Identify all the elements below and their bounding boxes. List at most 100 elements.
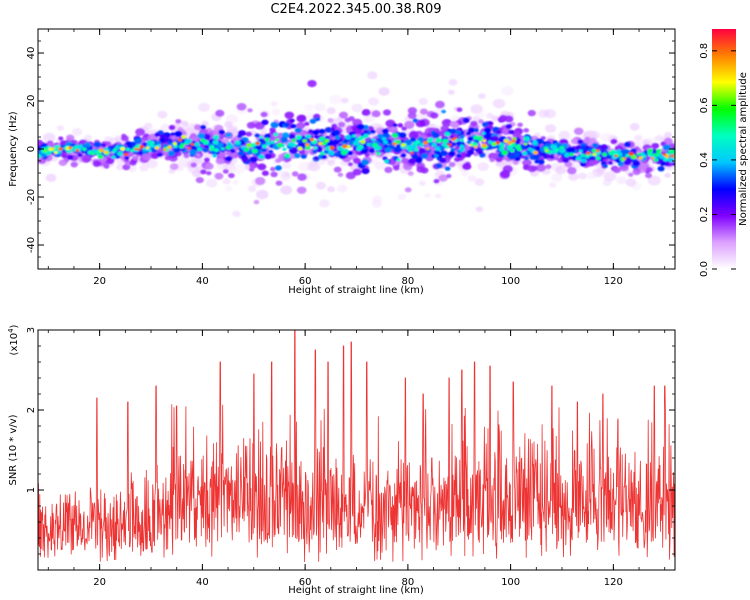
spectrogram-cell	[632, 155, 637, 160]
spectrogram-cell	[571, 156, 577, 161]
spectrogram-cell	[346, 144, 351, 149]
spectrogram-cell	[196, 147, 202, 152]
spectrogram-cell	[491, 142, 497, 146]
spectrogram-cell	[651, 156, 655, 160]
spectrogram-cell	[472, 115, 481, 122]
spectrogram-cell	[533, 150, 539, 155]
spectrogram-cell	[172, 142, 177, 146]
spectrogram-cell	[602, 163, 608, 169]
spectrogram-cell	[321, 154, 328, 160]
spectrogram-y-axis-label: Frequency (Hz)	[8, 111, 19, 187]
spectrogram-cell	[137, 148, 141, 151]
spectrogram-cell	[383, 159, 390, 164]
spectrogram-cell	[477, 112, 485, 118]
spectrogram-cell	[92, 149, 97, 153]
spectrogram-cell	[167, 150, 176, 157]
spectrogram-cell	[308, 129, 314, 134]
spectrogram-cell	[578, 172, 587, 180]
spectrogram-cell	[237, 151, 245, 156]
spectrogram-cell	[258, 154, 265, 160]
spectrogram-cell	[330, 127, 336, 132]
spectrogram-cell	[576, 145, 581, 149]
spectrogram-cell	[363, 133, 369, 139]
spectrogram-cell	[255, 141, 260, 145]
x-tick-label: 40	[196, 577, 209, 588]
spectrogram-cell	[481, 121, 489, 128]
spectrogram-cell	[181, 120, 189, 127]
spectrogram-cell	[317, 148, 323, 153]
spectrogram-cell	[154, 132, 161, 137]
x-tick-label: 20	[93, 276, 106, 287]
spectrogram-cell	[514, 156, 521, 162]
spectrogram-cell	[197, 132, 205, 139]
spectrogram-cell	[408, 131, 419, 140]
spectrogram-cell	[209, 145, 215, 150]
spectrogram-cell	[487, 145, 494, 150]
spectrogram-cell	[647, 175, 661, 186]
spectrogram-cell	[70, 161, 78, 168]
spectrogram-cell	[43, 149, 48, 153]
colorbar-tick-label: 0.2	[699, 207, 710, 223]
spectrogram-cell	[92, 160, 102, 167]
spectrogram-cell	[442, 138, 449, 144]
spectrogram-cell	[298, 161, 311, 172]
spectrogram-cell	[435, 100, 445, 109]
spectrogram-cell	[527, 109, 536, 117]
spectrogram-cell	[318, 142, 323, 146]
snr-ticks: 20 40 60 80 100 120 1 2 3	[26, 327, 675, 588]
spectrogram-cell	[477, 137, 483, 142]
spectrogram-cell	[347, 162, 353, 167]
spectrogram-cell	[527, 147, 532, 151]
spectrogram-cell	[246, 143, 252, 147]
spectrogram-cell	[312, 149, 317, 154]
snr-multiplier-suffix: )	[9, 324, 20, 328]
spectrogram-cell	[351, 103, 363, 113]
spectrogram-cell	[78, 144, 84, 149]
spectrogram-cell	[392, 123, 398, 127]
spectrogram-cell	[481, 131, 486, 135]
spectrogram-cell	[343, 139, 349, 143]
spectrogram-cell	[384, 147, 392, 153]
spectrogram-cell	[532, 153, 541, 160]
spectrogram-cell	[450, 122, 460, 129]
spectrogram-panel: 20 40 60 80 100 120 -40 -20 0 20 40 Height of stra…	[8, 28, 676, 296]
spectrogram-cell	[444, 166, 451, 171]
spectrogram-cell	[281, 132, 290, 139]
spectrogram-cell	[451, 142, 457, 147]
spectrogram-cell	[342, 144, 348, 149]
spectrogram-cell	[512, 160, 519, 165]
spectrogram-cell	[154, 146, 160, 150]
spectrogram-cell	[356, 123, 365, 130]
spectrogram-cell	[616, 149, 622, 153]
spectrogram-cell	[295, 134, 302, 140]
y-tick-label: 1	[26, 487, 37, 493]
colorbar-ticks: 0.0 0.2 0.4 0.6 0.8	[699, 43, 736, 277]
spectrogram-cell	[577, 139, 584, 145]
spectrogram-cell	[276, 142, 283, 148]
spectrogram-cell	[433, 178, 440, 184]
spectrogram-cell	[58, 159, 68, 166]
spectrogram-cell	[400, 143, 406, 147]
spectrogram-cell	[345, 134, 352, 140]
spectrogram-cell	[215, 109, 225, 117]
spectrogram-cell	[309, 118, 317, 124]
spectrogram-cell	[361, 109, 371, 116]
y-tick-label: -40	[26, 237, 37, 253]
spectrogram-cell	[344, 117, 351, 123]
spectrogram-cell	[393, 146, 402, 153]
spectrogram-cell	[628, 151, 634, 156]
spectrogram-cell	[246, 121, 256, 129]
spectrogram-cell	[212, 140, 219, 145]
spectrogram-cell	[159, 134, 165, 139]
spectrogram-cell	[507, 141, 512, 145]
spectrogram-cell	[662, 152, 666, 156]
spectrogram-cell	[632, 160, 641, 167]
spectrogram-cell	[104, 141, 112, 147]
spectrogram-cell	[378, 87, 390, 96]
spectrogram-cell	[120, 147, 125, 151]
y-tick-label: 20	[26, 95, 37, 108]
spectrogram-cell	[315, 117, 321, 122]
spectrogram-cell	[656, 149, 662, 153]
spectrogram-cell	[483, 127, 492, 134]
spectrogram-cell	[591, 142, 599, 148]
